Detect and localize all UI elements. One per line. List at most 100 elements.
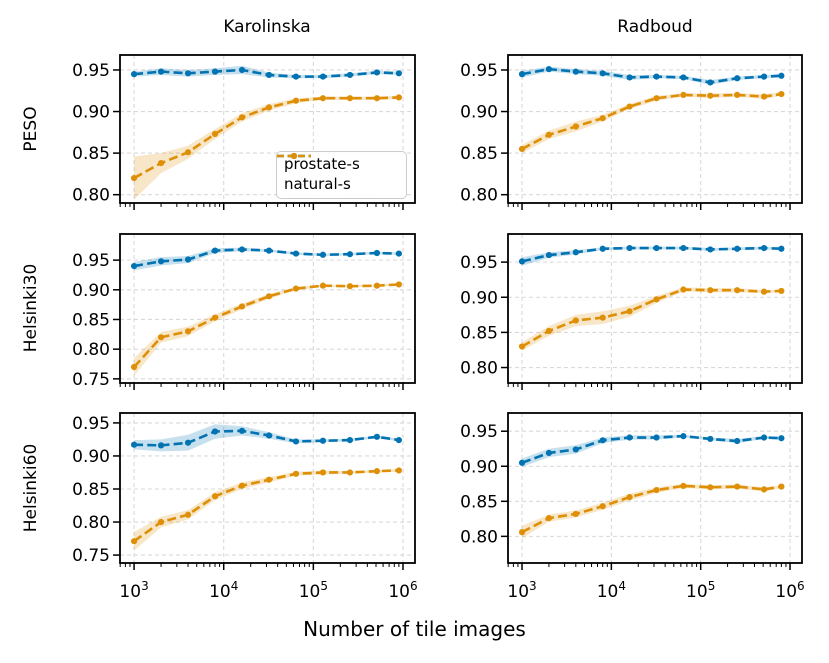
y-tick-label: 0.85 [72, 144, 110, 164]
point-natural-s [292, 470, 300, 477]
point-natural-s [238, 482, 246, 489]
line-prostate-s [521, 246, 782, 263]
point-natural-s [346, 469, 354, 476]
point-natural-s [572, 123, 579, 130]
point-prostate-s [653, 244, 660, 252]
x-tick-label: 105 [299, 579, 328, 602]
y-tick-label: 0.80 [72, 340, 110, 360]
plot-border [119, 412, 416, 564]
point-prostate-s [157, 68, 165, 75]
point-natural-s [707, 92, 714, 99]
axis-ticks [113, 69, 404, 210]
row-label-helsinki30: Helsinki30 [21, 263, 41, 353]
y-tick-label: 0.95 [72, 414, 110, 434]
point-natural-s [130, 174, 138, 182]
point-prostate-s [130, 262, 138, 270]
point-natural-s [734, 287, 741, 294]
point-natural-s [211, 314, 219, 321]
point-natural-s [760, 486, 768, 493]
point-natural-s [599, 115, 606, 122]
point-prostate-s [518, 71, 526, 78]
point-natural-s [653, 95, 660, 102]
point-natural-s [760, 288, 768, 295]
subplot-helsinki30-radboud: 0.80 0.85 0.90 0.95 [460, 233, 803, 390]
point-prostate-s [130, 71, 138, 78]
y-tick-label: 0.95 [72, 61, 110, 81]
x-tick-label: 105 [686, 579, 715, 602]
point-prostate-s [599, 245, 606, 252]
point-natural-s [599, 314, 606, 321]
axis-ticks [113, 259, 404, 390]
point-prostate-s [292, 438, 300, 445]
point-prostate-s [734, 75, 741, 82]
point-natural-s [395, 281, 402, 288]
y-tick-label: 0.90 [72, 281, 110, 301]
x-tick-label: 103 [507, 579, 536, 602]
point-natural-s [292, 285, 300, 292]
point-prostate-s [395, 70, 402, 77]
y-tick-label: 0.90 [460, 457, 498, 477]
band-natural-s [522, 92, 782, 154]
y-tick-label: 0.95 [72, 251, 110, 271]
point-natural-s [680, 286, 687, 293]
point-natural-s [211, 493, 219, 500]
point-natural-s [707, 484, 714, 491]
point-natural-s [734, 483, 741, 490]
point-prostate-s [346, 251, 354, 258]
axis-ticks [501, 69, 791, 210]
point-prostate-s [545, 251, 553, 259]
point-natural-s [572, 510, 579, 518]
band-prostate-s [134, 424, 399, 452]
point-natural-s [680, 482, 687, 489]
point-prostate-s [707, 246, 714, 253]
band-prostate-s [522, 246, 782, 266]
point-natural-s [292, 97, 300, 104]
point-natural-s [653, 296, 660, 303]
point-prostate-s [265, 432, 273, 439]
point-prostate-s [760, 244, 768, 252]
point-natural-s [545, 131, 553, 138]
y-tick-label: 0.90 [460, 103, 498, 123]
point-prostate-s [292, 73, 300, 80]
line-natural-s [133, 283, 399, 368]
point-prostate-s [680, 244, 687, 252]
point-natural-s [572, 317, 579, 324]
point-natural-s [184, 328, 192, 335]
series-area [518, 244, 785, 351]
y-tick-label: 0.90 [72, 447, 110, 467]
point-natural-s [545, 515, 553, 522]
point-prostate-s [572, 249, 579, 256]
point-natural-s [184, 511, 192, 518]
point-natural-s [319, 282, 327, 289]
y-tick-label: 0.85 [460, 492, 498, 512]
subplot-peso-karolinska: 0.80 0.85 0.90 0.95 [72, 54, 416, 210]
point-natural-s [157, 159, 165, 167]
point-natural-s [760, 93, 768, 100]
y-tick-label: 0.80 [72, 186, 110, 206]
point-prostate-s [238, 66, 246, 74]
point-natural-s [346, 95, 354, 102]
point-natural-s [778, 287, 785, 295]
subplot-helsinki30-karolinska: 0.75 0.80 0.85 0.90 0.95 [72, 233, 416, 390]
plot-border [507, 233, 803, 384]
point-prostate-s [778, 72, 785, 79]
x-tick-label: 103 [119, 579, 148, 602]
point-prostate-s [572, 68, 579, 75]
point-prostate-s [184, 256, 192, 263]
point-natural-s [373, 468, 381, 475]
point-natural-s [707, 287, 714, 294]
gridlines [120, 234, 415, 383]
gridlines [508, 413, 802, 563]
point-prostate-s [707, 79, 714, 86]
point-prostate-s [680, 74, 687, 81]
legend-label-natural-s: natural-s [284, 175, 351, 193]
point-prostate-s [292, 250, 300, 257]
point-prostate-s [211, 428, 219, 435]
y-tick-label: 0.80 [72, 513, 110, 533]
column-title-radboud: Radboud [617, 17, 693, 37]
point-prostate-s [707, 435, 714, 443]
y-tick-label: 0.90 [460, 288, 498, 308]
subplot-helsinki60-karolinska: 0.75 0.80 0.85 0.90 0.95 103 104 105 106 [72, 412, 418, 602]
point-prostate-s [545, 66, 553, 73]
